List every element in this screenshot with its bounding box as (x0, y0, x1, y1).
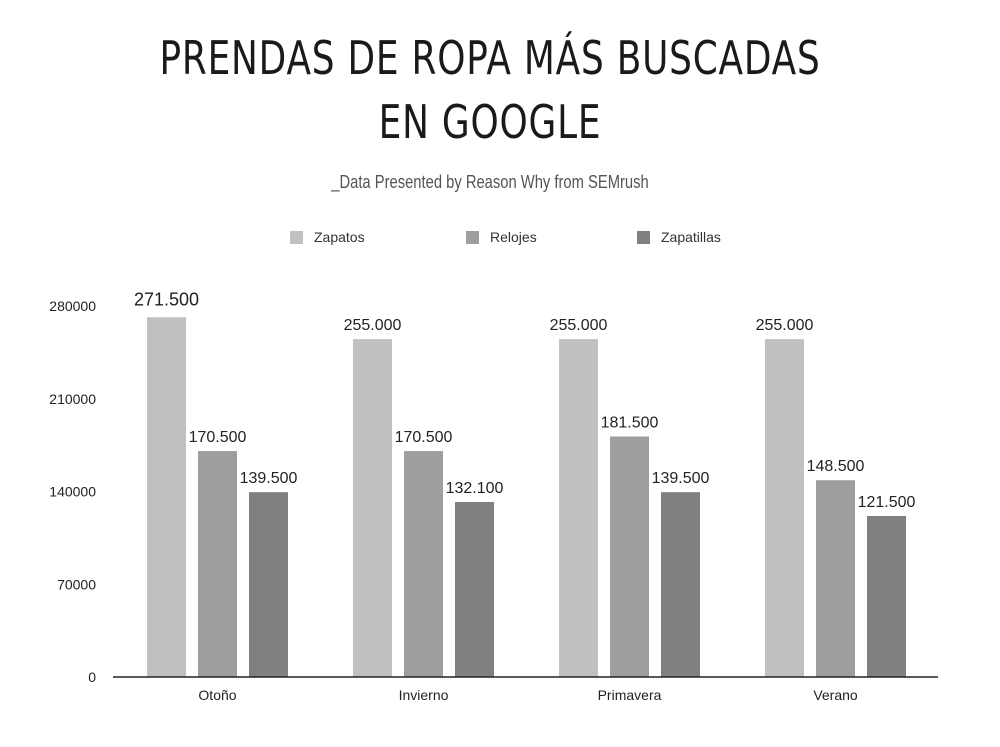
legend-item-zapatos: Zapatos (290, 229, 365, 245)
chart-legend: Zapatos Relojes Zapatillas (0, 229, 1000, 249)
bar (198, 451, 237, 677)
y-tick-label: 0 (88, 669, 96, 685)
data-label: 139.500 (240, 470, 298, 487)
bar (610, 436, 649, 677)
legend-item-relojes: Relojes (466, 229, 537, 245)
data-label: 121.500 (858, 494, 916, 511)
bar (455, 501, 494, 677)
data-label: 181.500 (601, 415, 659, 432)
bar (765, 339, 804, 677)
y-tick-label: 140000 (49, 484, 96, 500)
data-label: 255.000 (756, 317, 814, 334)
legend-swatch-zapatillas (637, 230, 650, 244)
legend-swatch-relojes (466, 230, 479, 244)
chart-subtitle: _Data Presented by Reason Why from SEMru… (331, 172, 649, 192)
bar (147, 317, 186, 677)
legend-label-relojes: Relojes (490, 229, 537, 245)
y-tick-label: 210000 (49, 391, 96, 407)
x-tick-label: Invierno (399, 687, 449, 703)
bar (404, 451, 443, 677)
chart-title: PRENDAS DE ROPA MÁS BUSCADAS EN GOOGLE (108, 26, 872, 154)
x-tick-label: Verano (813, 687, 858, 703)
x-tick-label: Primavera (598, 687, 662, 703)
y-tick-label: 280000 (49, 298, 96, 314)
bar (867, 516, 906, 677)
legend-label-zapatillas: Zapatillas (661, 229, 721, 245)
data-label: 255.000 (550, 317, 608, 334)
data-label: 170.500 (395, 429, 453, 446)
x-tick-label: Otoño (198, 687, 236, 703)
bar (559, 339, 598, 677)
data-label: 255.000 (344, 317, 402, 334)
bar (249, 492, 288, 677)
bar (661, 492, 700, 677)
data-label: 148.500 (807, 458, 865, 475)
legend-item-zapatillas: Zapatillas (637, 229, 721, 245)
bar (353, 339, 392, 677)
data-label: 139.500 (652, 470, 710, 487)
data-label: 271.500 (134, 289, 199, 309)
data-label: 132.100 (446, 480, 504, 497)
legend-label-zapatos: Zapatos (314, 229, 365, 245)
bar (816, 480, 855, 677)
chart-title-line2: EN GOOGLE (378, 95, 602, 149)
legend-swatch-zapatos (290, 230, 303, 244)
data-label: 170.500 (189, 429, 247, 446)
y-tick-label: 70000 (57, 576, 96, 592)
chart-title-line1: PRENDAS DE ROPA MÁS BUSCADAS (159, 31, 821, 85)
